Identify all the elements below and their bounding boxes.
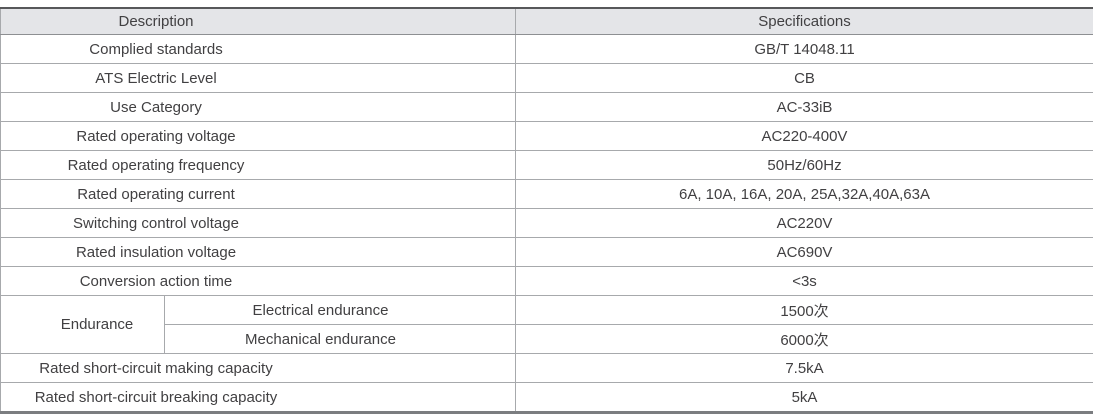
table-row: Rated operating voltage AC220-400V [0, 121, 1093, 151]
table-row: Conversion action time <3s [0, 266, 1093, 296]
table-row: Use Category AC-33iB [0, 92, 1093, 122]
table-header-row: Description Specifications [0, 7, 1093, 35]
row-value: 6A, 10A, 16A, 20A, 25A,32A,40A,63A [515, 179, 1093, 209]
row-label: Rated insulation voltage [0, 237, 516, 267]
row-label: ATS Electric Level [0, 63, 516, 93]
table-row: Rated insulation voltage AC690V [0, 237, 1093, 267]
table-row: Switching control voltage AC220V [0, 208, 1093, 238]
row-value: AC690V [515, 237, 1093, 267]
row-label: Rated operating frequency [0, 150, 516, 180]
row-label: Complied standards [0, 34, 516, 64]
row-label: Use Category [0, 92, 516, 122]
row-value: 1500次 [515, 295, 1093, 325]
row-label: Rated operating current [0, 179, 516, 209]
table-row: Complied standards GB/T 14048.11 [0, 34, 1093, 64]
table-row-endurance: Endurance Electrical endurance 1500次 [0, 295, 1093, 354]
row-value: AC220-400V [515, 121, 1093, 151]
row-value: 7.5kA [515, 353, 1093, 383]
row-value: 5kA [515, 382, 1093, 413]
endurance-group-label: Endurance [0, 295, 165, 354]
row-label: Switching control voltage [0, 208, 516, 238]
row-value: AC220V [515, 208, 1093, 238]
row-value: CB [515, 63, 1093, 93]
table-row: ATS Electric Level CB [0, 63, 1093, 93]
row-value: <3s [515, 266, 1093, 296]
endurance-sub-label: Mechanical endurance [164, 324, 516, 354]
table-row: Rated short-circuit making capacity 7.5k… [0, 353, 1093, 383]
row-value: GB/T 14048.11 [515, 34, 1093, 64]
row-value: 6000次 [515, 324, 1093, 354]
row-value: AC-33iB [515, 92, 1093, 122]
table-row-endurance: Mechanical endurance 6000次 [1, 324, 1093, 354]
row-label: Conversion action time [0, 266, 516, 296]
row-label: Rated short-circuit making capacity [0, 353, 516, 383]
table-row: Rated operating frequency 50Hz/60Hz [0, 150, 1093, 180]
row-value: 50Hz/60Hz [515, 150, 1093, 180]
column-header-specifications: Specifications [515, 7, 1093, 35]
row-label: Rated operating voltage [0, 121, 516, 151]
table-row: Rated operating current 6A, 10A, 16A, 20… [0, 179, 1093, 209]
table-row: Rated short-circuit breaking capacity 5k… [0, 382, 1093, 413]
specifications-table: Description Specifications Complied stan… [0, 7, 1093, 414]
endurance-sub-label: Electrical endurance [164, 295, 516, 325]
row-label: Rated short-circuit breaking capacity [0, 382, 516, 413]
column-header-description: Description [0, 7, 516, 35]
